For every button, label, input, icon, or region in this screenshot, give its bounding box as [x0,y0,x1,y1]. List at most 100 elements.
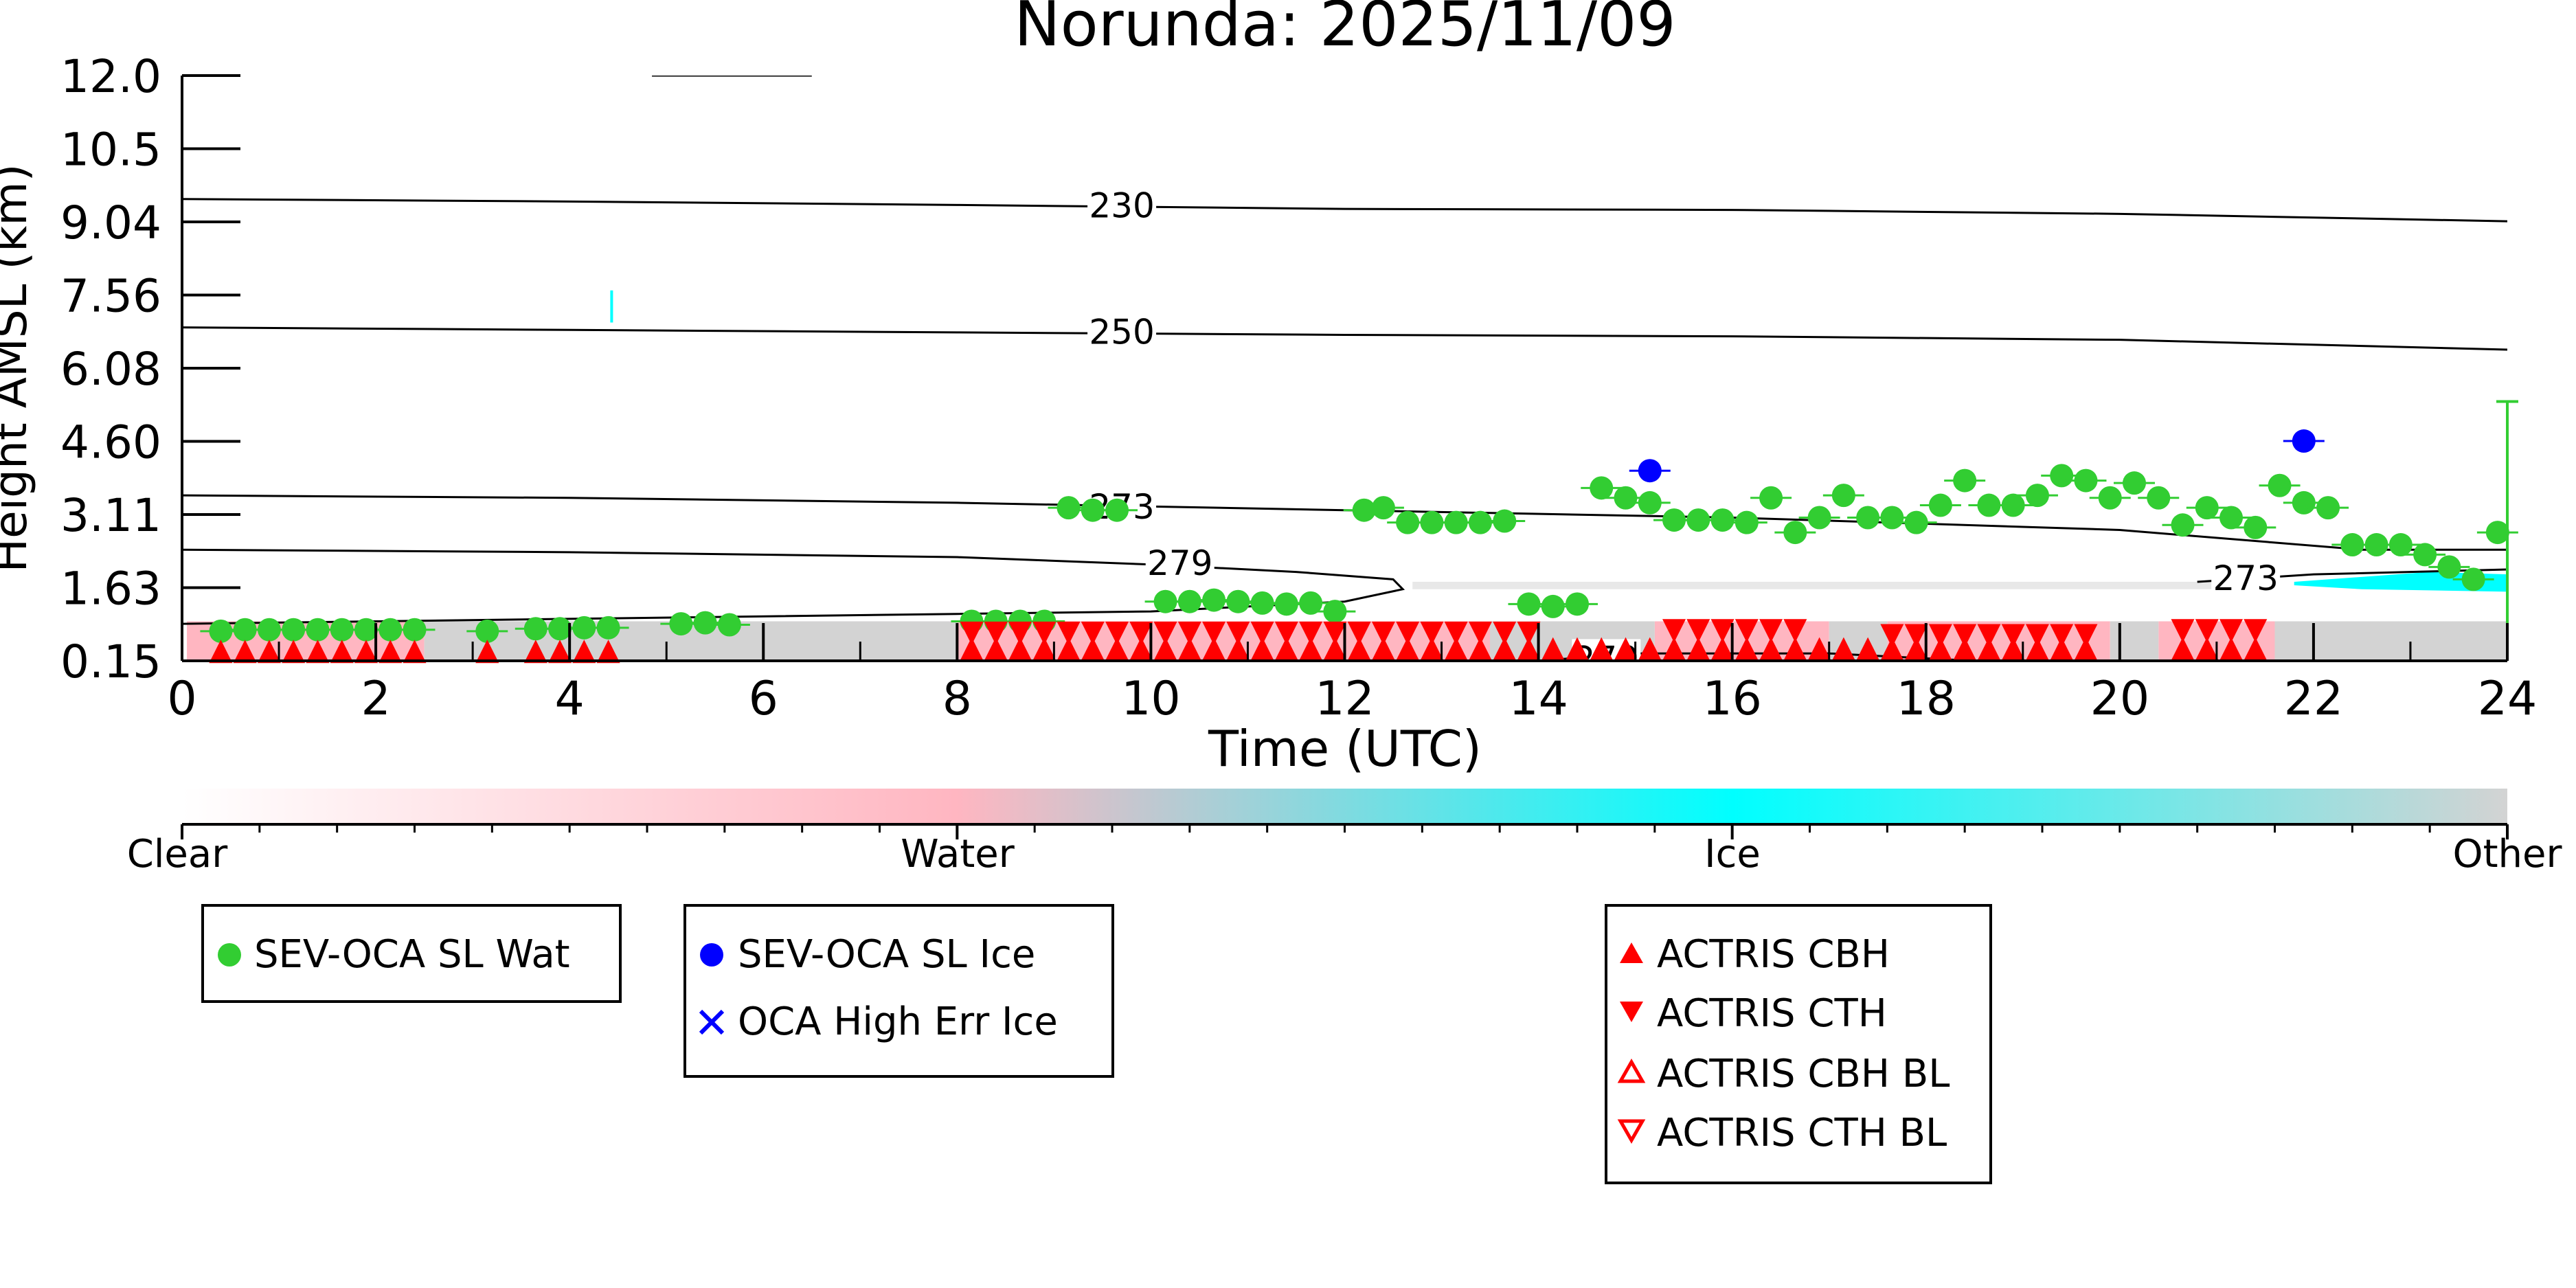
cth-marker [1008,621,1032,645]
water-point [693,611,717,635]
water-point [2171,513,2195,537]
y-tick-label: 7.56 [60,270,161,323]
x-tick-label: 22 [2284,672,2344,726]
legend-cth-marker [1620,1002,1643,1022]
cbh-marker [2074,637,2098,661]
cbh-marker [1347,637,1371,661]
x-tick-label: 8 [942,672,972,726]
cth-marker [1710,619,1735,643]
cth-marker [2074,624,2098,648]
cbh-marker [1493,637,1517,661]
cbh-marker [1420,637,1444,661]
cbh-marker [2171,637,2195,661]
cth-marker [1105,621,1129,645]
water-point [1226,589,1250,613]
contour-label: 273 [2213,558,2278,598]
legend-cth-bl-label: ACTRIS CTH BL [1657,1111,1947,1155]
cbh-marker [233,640,257,664]
cth-marker [1081,621,1105,645]
axes: 0 2 4 6 8 10 12 14 16 18 20 22 240.151.633.114.606.0… [60,50,2537,726]
colorbar: Clear Water Ice Other [127,789,2562,877]
cbh-marker [2050,637,2074,661]
cth-marker [1226,621,1250,645]
cth-marker [1904,624,1928,648]
water-point [1274,592,1298,616]
colorbar-gradient [182,789,2507,824]
legend-water: SEV-OCA SL Wat [201,904,622,1003]
other-mask-band [2110,621,2159,661]
cth-marker [2219,619,2244,643]
x-tick-label: 10 [1121,672,1181,726]
contour-label-bg [1145,543,1214,579]
cbh-marker [1468,637,1492,661]
cbh-marker [1202,637,1226,661]
water-point [1396,510,1420,534]
colorbar-label-other: Other [2452,832,2562,877]
cth-marker [1420,621,1444,645]
contour-label: 230 [1089,185,1154,225]
y-tick-label: 9.04 [60,196,161,249]
colorbar-label-water: Water [901,832,1015,877]
water-point [2316,496,2340,520]
legend-actris: ACTRIS CBH ACTRIS CTH ACTRIS CBH BL ACTR… [1605,904,1992,1184]
chart-title: Norunda: 2025/11/09 [1014,0,1675,60]
cbh-marker [1444,637,1468,661]
cbh-marker [1566,637,1589,661]
water-point [2340,533,2364,557]
water-point [1177,589,1201,613]
temperature-contours: 230250273279273279 [182,185,2507,661]
colorbar-label-clear: Clear [127,832,228,877]
cth-marker [1202,621,1226,645]
water-point [2292,490,2316,515]
cbh-marker [1638,637,1662,661]
ice-mask-speck [610,290,613,323]
x-tick-label: 18 [1896,672,1956,726]
water-point [2219,506,2244,530]
legend-high-err-marker [699,1009,725,1035]
legend-actris-frame [1605,904,1992,1184]
contour-line [182,494,2507,551]
x-tick-label: 12 [1315,672,1375,726]
water-point [548,617,572,641]
water-point [2388,533,2413,557]
cbh-marker [1129,637,1153,661]
water-point [1710,508,1735,532]
cbh-marker [596,640,620,664]
y-tick-label: 3.11 [60,489,161,542]
legend-ice-marker [700,943,723,967]
x-tick-label: 24 [2478,672,2538,726]
cbh-marker [1735,637,1759,661]
legend-wat-label: SEV-OCA SL Wat [254,932,570,977]
water-point [1541,594,1565,618]
cth-marker [1468,621,1492,645]
water-point [2074,468,2098,493]
water-point [1662,508,1686,532]
cbh-marker [1081,637,1105,661]
legend-cbh-bl-label: ACTRIS CBH BL [1657,1052,1950,1096]
cbh-marker [1953,637,1977,661]
ice-point [2292,429,2316,453]
cbh-marker [1977,637,2001,661]
cbh-marker [1299,637,1323,661]
water-point [1735,510,1759,534]
legend-water-frame [201,904,622,1003]
water-point [379,618,403,642]
cth-marker [2195,619,2219,643]
x-tick-label: 0 [167,672,196,726]
water-point [1444,510,1468,534]
water-point [330,618,354,642]
cbh-marker [1517,637,1541,661]
cbh-marker [330,640,354,664]
cbh-marker [1759,637,1783,661]
water-point [2268,473,2292,497]
cth-marker [1396,621,1420,645]
contour-label: 250 [1089,312,1154,352]
cth-marker [1662,619,1686,643]
cbh-marker [475,640,499,664]
water-point [1953,468,1977,493]
cth-marker [1759,619,1783,643]
cth-marker [1953,624,1977,648]
water-point [669,612,693,636]
water-point [2244,515,2268,539]
water-point [1807,506,1831,530]
